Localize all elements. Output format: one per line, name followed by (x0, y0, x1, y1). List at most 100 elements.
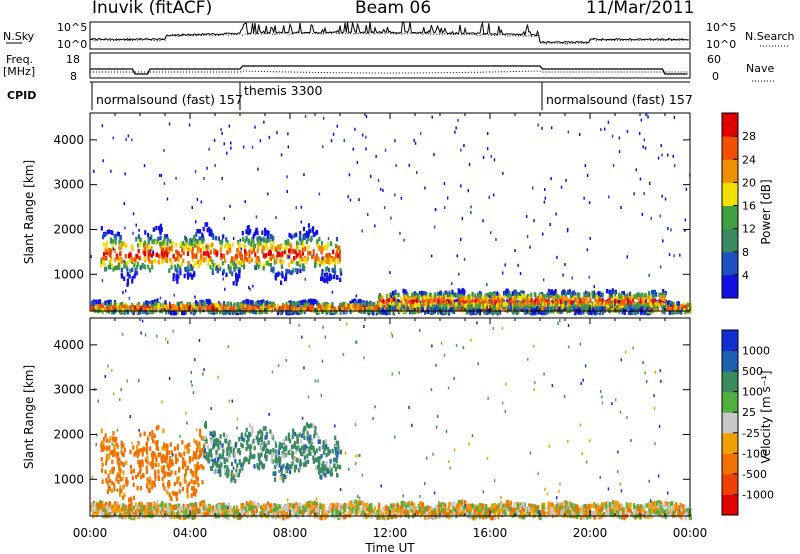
scatter-cell (438, 291, 441, 295)
scatter-cell (204, 222, 207, 227)
scatter-cell (551, 305, 554, 311)
scatter-cell (109, 249, 112, 254)
scatter-cell (621, 303, 624, 308)
scatter-cell (145, 306, 148, 311)
scatter-cell (680, 310, 683, 315)
scatter-cell (104, 301, 107, 305)
scatter-cell (236, 302, 239, 307)
scatter-cell (684, 218, 687, 222)
scatter-cell (198, 443, 201, 449)
scatter-cell (247, 299, 250, 304)
scatter-cell (615, 305, 619, 310)
scatter-cell (321, 269, 324, 274)
nsearch-tick-low: 10^0 (706, 38, 736, 51)
scatter-cell (565, 300, 568, 306)
scatter-cell (483, 297, 487, 303)
scatter-cell (203, 453, 206, 459)
scatter-cell (477, 301, 480, 307)
scatter-cell (407, 306, 410, 311)
scatter-cell (323, 450, 326, 455)
scatter-cell (624, 296, 627, 301)
scatter-cell (280, 264, 283, 269)
scatter-cell (229, 266, 232, 272)
scatter-cell (136, 243, 140, 248)
scatter-cell (434, 208, 437, 212)
scatter-cell (393, 299, 397, 305)
scatter-cell (677, 304, 680, 310)
scatter-cell (529, 311, 532, 316)
scatter-cell (281, 273, 284, 279)
scatter-cell (318, 246, 322, 252)
scatter-cell (551, 300, 554, 306)
scatter-cell (168, 482, 171, 487)
scatter-cell (248, 259, 251, 264)
scatter-cell (435, 304, 438, 310)
scatter-cell (470, 205, 472, 209)
scatter-cell (325, 439, 328, 444)
scatter-cell (170, 310, 173, 316)
scatter-cell (658, 292, 662, 298)
scatter-cell (448, 290, 451, 294)
scatter-cell (647, 115, 649, 119)
colorbar-tick-label: 16 (742, 200, 756, 213)
scatter-cell (402, 305, 405, 310)
scatter-cell (144, 247, 147, 252)
scatter-cell (158, 173, 161, 177)
scatter-cell (513, 301, 516, 306)
scatter-cell (440, 296, 443, 301)
scatter-cell (200, 301, 203, 306)
freq-tick-low: 8 (70, 70, 77, 83)
scatter-cell (112, 443, 116, 449)
scatter-cell (431, 115, 433, 119)
scatter-cell (321, 463, 324, 468)
scatter-cell (115, 442, 118, 447)
scatter-cell (398, 308, 401, 313)
scatter-cell (233, 261, 236, 265)
scatter-cell (173, 481, 176, 487)
scatter-cell (326, 242, 329, 247)
scatter-cell (217, 303, 220, 308)
scatter-cell (105, 438, 108, 443)
scatter-cell (304, 304, 308, 310)
scatter-cell (458, 272, 460, 276)
scatter-cell (196, 476, 199, 482)
scatter-cell (287, 450, 290, 455)
scatter-cell (112, 466, 116, 472)
scatter-cell (104, 307, 107, 313)
scatter-cell (662, 305, 666, 310)
scatter-cell (208, 452, 211, 457)
scatter-cell (425, 309, 428, 314)
scatter-cell (640, 118, 643, 122)
scatter-cell (394, 139, 396, 143)
scatter-cell (252, 301, 255, 306)
scatter-cell (136, 254, 139, 259)
scatter-cell (118, 488, 121, 494)
scatter-cell (335, 250, 338, 255)
scatter-cell (368, 304, 371, 309)
scatter-cell (181, 244, 184, 249)
scatter-cell (425, 297, 429, 302)
scatter-cell (689, 308, 692, 314)
scatter-cell (225, 272, 228, 278)
scatter-cell (513, 289, 516, 294)
scatter-cell (154, 240, 157, 246)
scatter-cell (442, 303, 446, 309)
scatter-cell (132, 310, 135, 316)
scatter-cell (264, 227, 267, 233)
scatter-cell (629, 296, 632, 301)
scatter-cell (104, 469, 107, 474)
scatter-cell (601, 292, 604, 297)
scatter-cell (136, 265, 139, 270)
scatter-cell (250, 249, 254, 255)
scatter-cell (108, 445, 111, 450)
scatter-cell (555, 303, 558, 309)
scatter-cell (505, 301, 508, 307)
scatter-cell (274, 464, 277, 470)
scatter-cell (116, 473, 119, 478)
scatter-cell (440, 291, 443, 296)
scatter-cell (169, 458, 172, 464)
scatter-cell (576, 292, 579, 297)
scatter-cell (187, 275, 190, 280)
scatter-cell (359, 299, 362, 304)
scatter-cell (642, 145, 644, 149)
